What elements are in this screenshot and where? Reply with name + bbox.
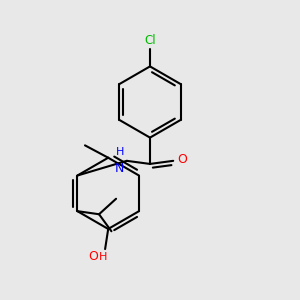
Text: Cl: Cl (144, 34, 156, 47)
Text: O: O (89, 250, 99, 263)
Text: H: H (99, 252, 108, 262)
Text: N: N (115, 162, 124, 175)
Text: O: O (177, 153, 187, 166)
Text: H: H (116, 147, 124, 157)
